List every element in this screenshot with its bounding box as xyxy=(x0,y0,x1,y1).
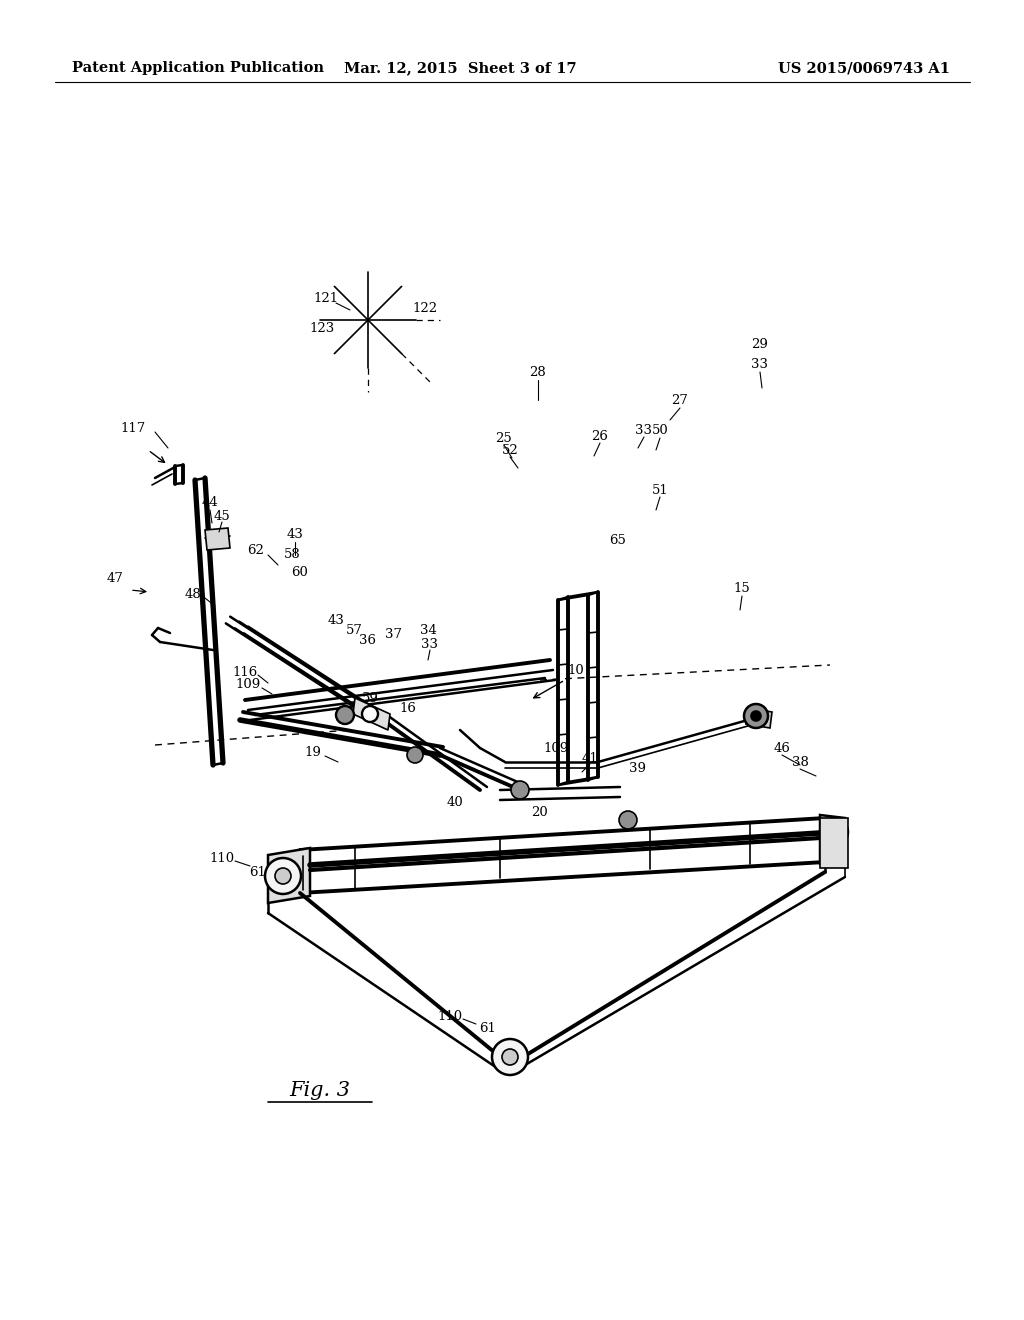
Text: 50: 50 xyxy=(651,424,669,437)
Text: 26: 26 xyxy=(592,429,608,442)
Circle shape xyxy=(492,1039,528,1074)
Text: 36: 36 xyxy=(359,634,377,647)
Circle shape xyxy=(407,747,423,763)
Text: 40: 40 xyxy=(446,796,464,808)
Text: 65: 65 xyxy=(609,533,627,546)
Text: Patent Application Publication: Patent Application Publication xyxy=(72,61,324,75)
Polygon shape xyxy=(205,528,230,550)
Text: 123: 123 xyxy=(309,322,335,334)
Text: 33: 33 xyxy=(636,424,652,437)
Circle shape xyxy=(828,826,840,838)
Text: 47: 47 xyxy=(106,572,124,585)
Text: 43: 43 xyxy=(287,528,303,541)
Text: 117: 117 xyxy=(121,421,145,434)
Circle shape xyxy=(265,858,301,894)
Text: 44: 44 xyxy=(202,495,218,508)
Text: 59: 59 xyxy=(361,692,379,705)
Text: US 2015/0069743 A1: US 2015/0069743 A1 xyxy=(778,61,950,75)
Text: 41: 41 xyxy=(582,751,598,764)
Text: 19: 19 xyxy=(304,746,322,759)
Text: 51: 51 xyxy=(651,483,669,496)
Circle shape xyxy=(502,1049,518,1065)
Text: 61: 61 xyxy=(479,1022,497,1035)
Polygon shape xyxy=(353,698,390,730)
Circle shape xyxy=(336,706,354,723)
Circle shape xyxy=(618,810,637,829)
Text: 57: 57 xyxy=(345,623,362,636)
Text: 39: 39 xyxy=(629,762,645,775)
Text: 34: 34 xyxy=(420,623,436,636)
Text: 43: 43 xyxy=(328,614,344,627)
Circle shape xyxy=(820,818,848,846)
Polygon shape xyxy=(268,847,310,903)
Circle shape xyxy=(751,711,761,721)
Text: 110: 110 xyxy=(210,851,234,865)
Text: 37: 37 xyxy=(384,627,401,640)
Text: 48: 48 xyxy=(184,589,202,602)
Text: 33: 33 xyxy=(752,359,768,371)
Text: 33: 33 xyxy=(422,639,438,652)
Text: 61: 61 xyxy=(250,866,266,879)
Circle shape xyxy=(362,706,378,722)
Text: 28: 28 xyxy=(529,367,547,380)
Text: 121: 121 xyxy=(313,292,339,305)
Text: Mar. 12, 2015  Sheet 3 of 17: Mar. 12, 2015 Sheet 3 of 17 xyxy=(344,61,577,75)
Text: 58: 58 xyxy=(284,549,300,561)
Circle shape xyxy=(744,704,768,729)
Bar xyxy=(820,818,848,869)
Text: 62: 62 xyxy=(248,544,264,557)
Text: 38: 38 xyxy=(792,755,808,768)
Text: 25: 25 xyxy=(496,432,512,445)
Text: 15: 15 xyxy=(733,582,751,594)
Polygon shape xyxy=(746,708,772,729)
Text: 10: 10 xyxy=(567,664,585,676)
Circle shape xyxy=(511,781,529,799)
Text: 29: 29 xyxy=(752,338,768,351)
Text: 16: 16 xyxy=(399,701,417,714)
Text: 27: 27 xyxy=(672,393,688,407)
Text: 60: 60 xyxy=(292,565,308,578)
Text: Fig. 3: Fig. 3 xyxy=(290,1081,350,1100)
Text: 109: 109 xyxy=(544,742,568,755)
Text: 46: 46 xyxy=(773,742,791,755)
Text: 122: 122 xyxy=(413,301,437,314)
Text: 45: 45 xyxy=(214,510,230,523)
Text: 116: 116 xyxy=(232,665,258,678)
Text: 109: 109 xyxy=(236,678,261,692)
Text: 52: 52 xyxy=(502,444,518,457)
Polygon shape xyxy=(820,814,845,867)
Text: 20: 20 xyxy=(531,805,549,818)
Circle shape xyxy=(275,869,291,884)
Text: 110: 110 xyxy=(437,1010,463,1023)
